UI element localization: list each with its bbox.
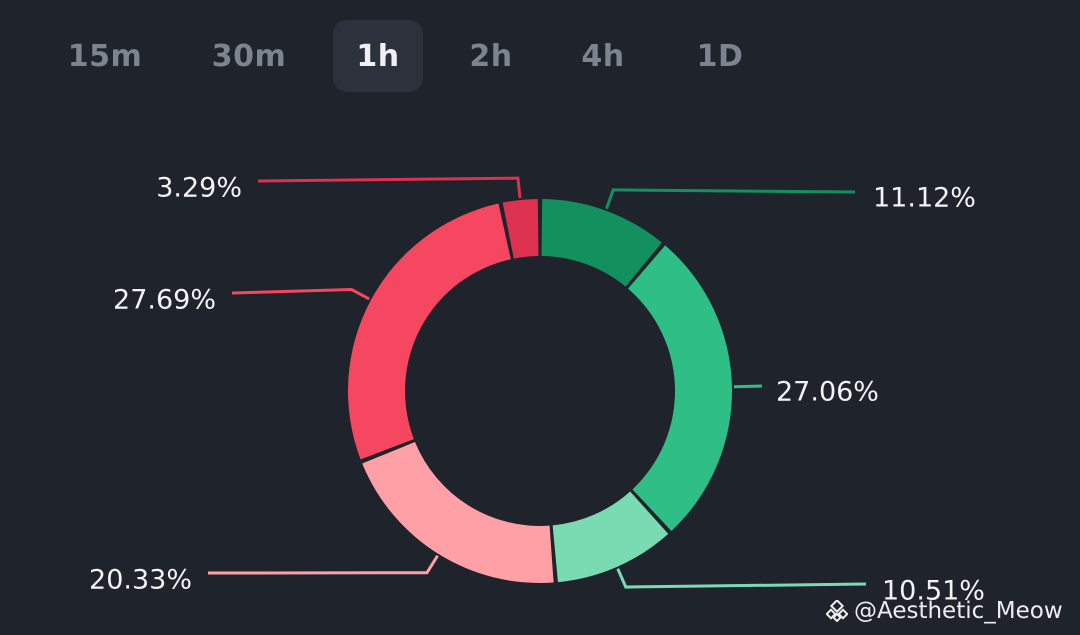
tab-1d[interactable]: 1D: [696, 38, 744, 74]
watermark: @Aesthetic_Meow: [826, 596, 1063, 626]
watermark-text: @Aesthetic_Meow: [854, 598, 1063, 624]
tab-15m[interactable]: 15m: [67, 38, 143, 74]
slice-label: 20.33%: [89, 565, 192, 596]
leader-line: [231, 287, 370, 301]
leader-line: [604, 188, 856, 210]
slice-label: 10.51%: [882, 576, 985, 607]
tab-2h[interactable]: 2h: [469, 38, 513, 74]
leader-line: [207, 554, 439, 575]
slice-label: 27.06%: [776, 377, 879, 408]
slice-label: 11.12%: [873, 183, 976, 214]
tab-30m[interactable]: 30m: [211, 38, 287, 74]
donut-slice: [502, 199, 539, 259]
donut-slice: [541, 199, 662, 287]
timeframe-tabs: 15m 30m 1h 2h 4h 1D: [0, 20, 1080, 92]
donut-slice: [362, 441, 554, 583]
slice-label: 3.29%: [156, 173, 242, 204]
donut-slice: [347, 203, 511, 460]
tab-1h[interactable]: 1h: [333, 20, 423, 92]
slice-label: 27.69%: [113, 285, 216, 316]
donut-slice: [628, 245, 732, 531]
donut-slice: [552, 491, 669, 583]
binance-logo-icon: [826, 600, 848, 622]
leader-line: [257, 176, 522, 199]
leader-line: [733, 384, 763, 389]
leader-line: [616, 568, 867, 589]
tab-4h[interactable]: 4h: [581, 38, 625, 74]
